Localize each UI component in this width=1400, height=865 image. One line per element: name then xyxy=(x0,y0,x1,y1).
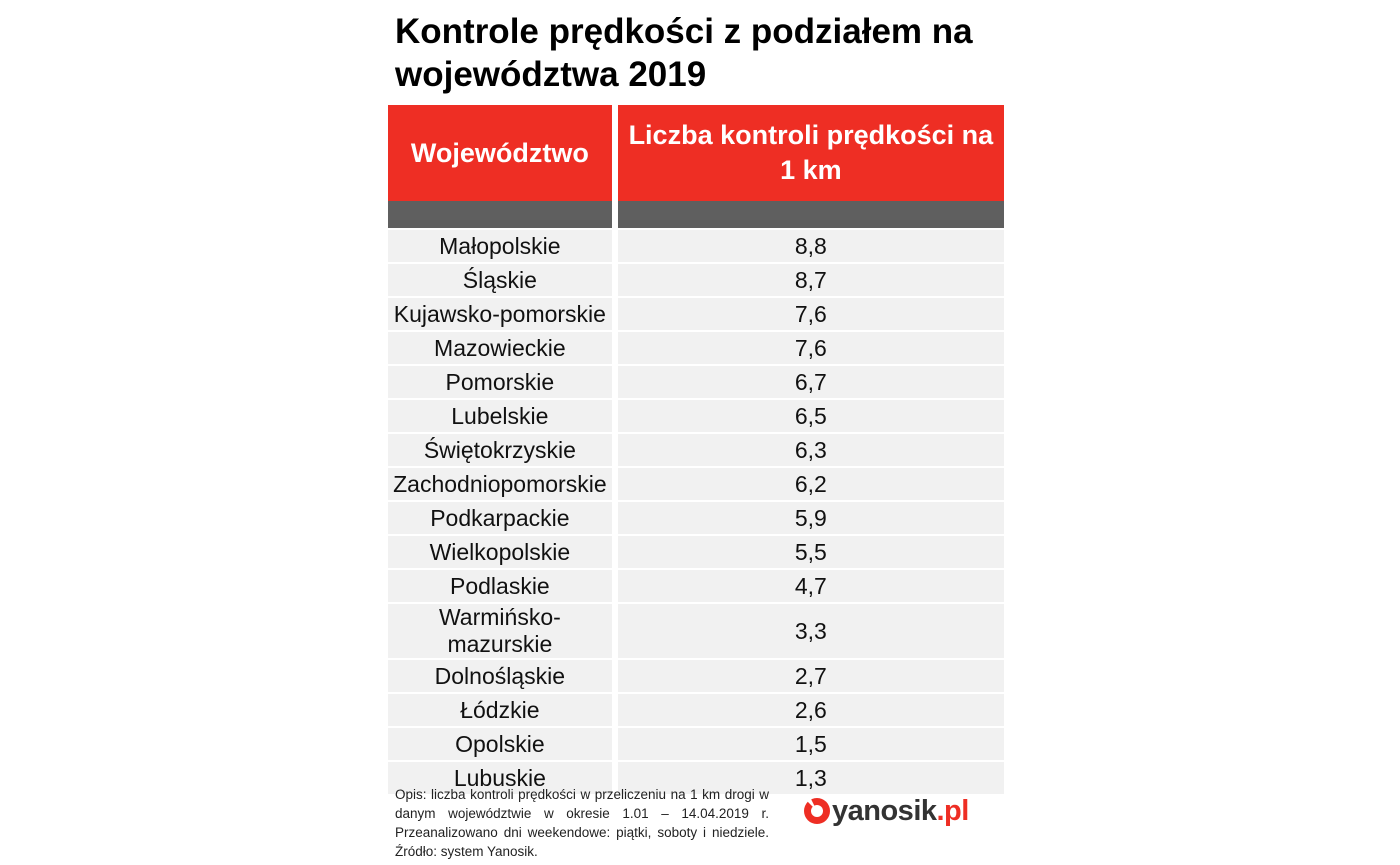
value-cell: 6,3 xyxy=(611,432,1004,466)
table-row: Wielkopolskie 5,5 xyxy=(388,534,1004,568)
region-cell: Małopolskie xyxy=(388,228,612,262)
region-cell: Dolnośląskie xyxy=(388,658,612,692)
value-cell: 1,3 xyxy=(611,760,1004,794)
title: Kontrole prędkości z podziałem na wojewó… xyxy=(395,12,973,94)
table-row: Dolnośląskie 2,7 xyxy=(388,658,1004,692)
table-row: Świętokrzyskie 6,3 xyxy=(388,432,1004,466)
table-row: Opolskie 1,5 xyxy=(388,726,1004,760)
logo-name: yanosik xyxy=(832,794,937,827)
table-row: Mazowieckie 7,6 xyxy=(388,330,1004,364)
logo-icon xyxy=(804,798,830,824)
table-row: Lubelskie 6,5 xyxy=(388,398,1004,432)
region-cell: Warmińsko-mazurskie xyxy=(388,602,612,658)
region-cell: Mazowieckie xyxy=(388,330,612,364)
region-cell: Świętokrzyskie xyxy=(388,432,612,466)
value-cell: 2,7 xyxy=(611,658,1004,692)
header-band xyxy=(388,201,612,228)
header-band xyxy=(611,201,1004,228)
value-cell: 4,7 xyxy=(611,568,1004,602)
table-row: Podkarpackie 5,9 xyxy=(388,500,1004,534)
table: Województwo Liczba kontroli prędkości na… xyxy=(388,105,1004,794)
region-cell: Śląskie xyxy=(388,262,612,296)
value-cell: 5,9 xyxy=(611,500,1004,534)
region-cell: Pomorskie xyxy=(388,364,612,398)
value-cell: 7,6 xyxy=(611,296,1004,330)
value-cell: 2,6 xyxy=(611,692,1004,726)
table-row: Małopolskie 8,8 xyxy=(388,228,1004,262)
column-header: Liczba kontroli prędkości na 1 km xyxy=(611,105,1004,201)
value-cell: 8,7 xyxy=(611,262,1004,296)
region-cell: Podkarpackie xyxy=(388,500,612,534)
region-cell: Kujawsko-pomorskie xyxy=(388,296,612,330)
table-row: Pomorskie 6,7 xyxy=(388,364,1004,398)
region-cell: Łódzkie xyxy=(388,692,612,726)
region-cell: Wielkopolskie xyxy=(388,534,612,568)
table-row: Śląskie 8,7 xyxy=(388,262,1004,296)
table-row: Łódzkie 2,6 xyxy=(388,692,1004,726)
logo: yanosik .pl xyxy=(802,793,969,829)
region-cell: Podlaskie xyxy=(388,568,612,602)
table-row: Zachodniopomorskie 6,2 xyxy=(388,466,1004,500)
region-cell: Lubuskie xyxy=(388,760,612,794)
value-cell: 8,8 xyxy=(611,228,1004,262)
table-row: Kujawsko-pomorskie 7,6 xyxy=(388,296,1004,330)
region-cell: Zachodniopomorskie xyxy=(388,466,612,500)
value-cell: 7,6 xyxy=(611,330,1004,364)
value-cell: 5,5 xyxy=(611,534,1004,568)
table-row: Warmińsko-mazurskie 3,3 xyxy=(388,602,1004,658)
table-row: Lubuskie 1,3 xyxy=(388,760,1004,794)
region-cell: Opolskie xyxy=(388,726,612,760)
table-row: Podlaskie 4,7 xyxy=(388,568,1004,602)
value-cell: 3,3 xyxy=(611,602,1004,658)
footnote: Opis: liczba kontroli prędkości w przeli… xyxy=(395,787,769,859)
value-cell: 6,7 xyxy=(611,364,1004,398)
value-cell: 6,5 xyxy=(611,398,1004,432)
logo-domain: .pl xyxy=(936,794,970,827)
value-cell: 6,2 xyxy=(611,466,1004,500)
column-header: Województwo xyxy=(388,105,612,201)
value-cell: 1,5 xyxy=(611,726,1004,760)
region-cell: Lubelskie xyxy=(388,398,612,432)
table-body: Małopolskie 8,8 Śląskie 8,7 Kujawsko-pomorsk… xyxy=(388,228,1004,794)
